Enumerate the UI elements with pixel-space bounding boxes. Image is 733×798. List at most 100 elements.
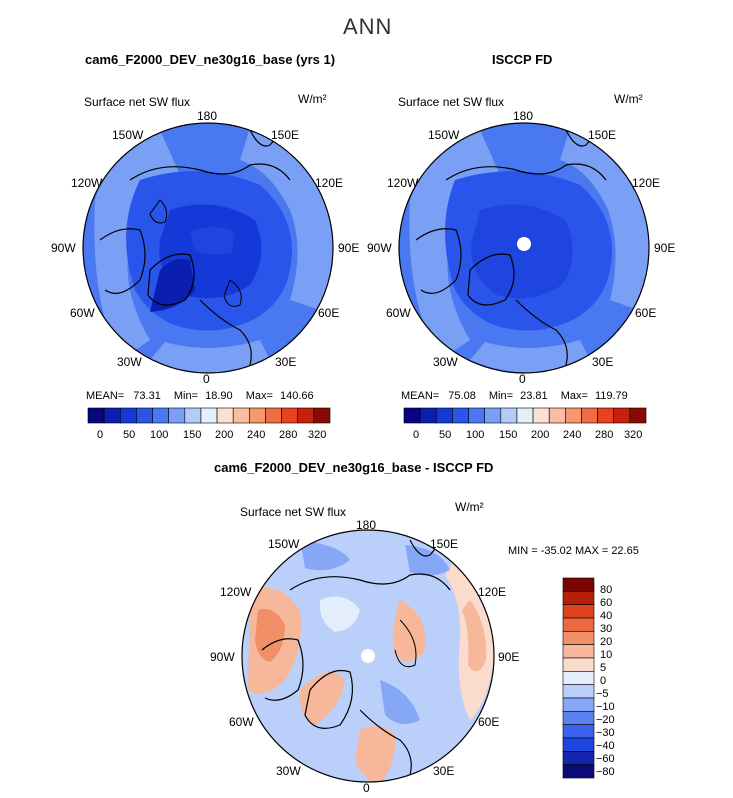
diff-cbar-tick: −80 (596, 766, 615, 778)
diff-cbar-tick: 5 (600, 662, 607, 674)
colorbar-swatch (297, 407, 315, 424)
cbar-tick: 280 (279, 429, 298, 441)
colorbar-swatch (168, 407, 186, 424)
variable-label-diff: Surface net SW flux (240, 505, 347, 519)
colorbar-swatch (562, 711, 595, 725)
lon-label-150e: 150E (588, 128, 617, 142)
stat-max-value: 119.79 (594, 390, 628, 402)
colorbar-swatch (562, 617, 595, 632)
lon-label-150e: 150E (271, 128, 300, 142)
variable-label-obs: Surface net SW flux (398, 95, 505, 109)
cbar-tick: 150 (499, 429, 518, 441)
lon-label-0: 0 (203, 372, 210, 386)
stats-obs: MEAN= 75.08 Min= 23.81 Max= 119.79 (401, 390, 628, 402)
stat-max-label: Max= (560, 390, 588, 402)
colorbar-swatch (562, 644, 595, 659)
colorbar-swatch (200, 407, 218, 424)
season-label: ANN (343, 14, 393, 39)
colorbar-swatch (152, 407, 169, 424)
diff-cbar-tick: 0 (600, 675, 607, 687)
colorbar-swatch (562, 657, 595, 672)
colorbar-swatch (562, 697, 595, 712)
colorbar-swatch (562, 751, 595, 765)
diff-cbar-tick: 30 (600, 623, 613, 635)
lon-label-120e: 120E (632, 176, 661, 190)
lon-label-150w: 150W (268, 537, 300, 551)
lon-label-90e: 90E (338, 241, 360, 255)
diff-cbar-tick: −40 (596, 740, 615, 752)
lon-label-0: 0 (519, 372, 526, 386)
panel-title-diff: cam6_F2000_DEV_ne30g16_base - ISCCP FD (214, 460, 494, 475)
cbar-tick: 150 (183, 429, 202, 441)
colorbar-swatch (565, 407, 582, 424)
colorbar-swatch (562, 764, 595, 779)
colorbar-swatch (103, 407, 121, 424)
lon-label-30e: 30E (433, 764, 455, 778)
panel-title-model: cam6_F2000_DEV_ne30g16_base (yrs 1) (85, 52, 336, 67)
lon-label-30e: 30E (275, 355, 297, 369)
colorbar-swatch (562, 684, 595, 699)
colorbar-swatch (562, 631, 595, 645)
colorbar-swatch (136, 407, 153, 424)
lon-label-60w: 60W (386, 306, 411, 320)
lon-label-60e: 60E (318, 306, 340, 320)
lon-label-150w: 150W (112, 128, 144, 142)
diff-cbar-tick: 10 (600, 649, 613, 661)
colorbar-swatch (581, 407, 598, 424)
lon-label-120w: 120W (71, 176, 103, 190)
cbar-tick: 240 (563, 429, 582, 441)
lon-label-180: 180 (513, 109, 534, 123)
diff-cbar-tick: −30 (596, 727, 615, 739)
units-label-model: W/m² (298, 92, 327, 106)
colorbar-swatch (313, 407, 331, 424)
colorbar-swatch (184, 407, 202, 424)
stat-min-value: 18.90 (205, 390, 233, 402)
colorbar-swatch (548, 407, 566, 424)
colorbar-obs (403, 407, 647, 424)
cbar-tick: 50 (439, 429, 452, 441)
polar-map-obs (398, 122, 650, 374)
lon-label-60e: 60E (478, 715, 500, 729)
cbar-tick: 240 (247, 429, 266, 441)
lon-label-30w: 30W (433, 355, 458, 369)
colorbar-swatch (119, 407, 137, 424)
lon-label-150e: 150E (430, 537, 459, 551)
colorbar-swatch (265, 407, 282, 424)
colorbar-swatch (484, 407, 502, 424)
diff-cbar-tick: −10 (596, 701, 615, 713)
stat-mean-value: 75.08 (448, 390, 476, 402)
diff-cbar-tick: −60 (596, 753, 615, 765)
stat-min-label: Min= (488, 390, 514, 402)
lon-label-120w: 120W (387, 176, 419, 190)
colorbar-swatch (249, 407, 266, 424)
colorbar-model (87, 407, 331, 424)
lon-label-90w: 90W (210, 650, 235, 664)
lon-label-180: 180 (356, 518, 377, 532)
stats-model: MEAN= 73.31 Min= 18.90 Max= 140.66 (86, 390, 314, 402)
polar-map-diff (241, 529, 495, 783)
lon-label-60e: 60E (635, 306, 657, 320)
colorbar-swatch (419, 407, 437, 424)
diff-cbar-tick: 40 (600, 610, 613, 622)
cbar-tick: 100 (150, 429, 169, 441)
lon-label-60w: 60W (70, 306, 95, 320)
colorbar-diff (562, 577, 595, 779)
colorbar-swatch (452, 407, 469, 424)
lon-label-150w: 150W (428, 128, 460, 142)
lon-label-120e: 120E (478, 585, 507, 599)
lon-label-90e: 90E (498, 650, 520, 664)
cbar-tick: 200 (531, 429, 550, 441)
lon-label-30w: 30W (276, 764, 301, 778)
lon-label-120w: 120W (220, 585, 252, 599)
cbar-tick: 280 (595, 429, 614, 441)
stat-max-label: Max= (245, 390, 273, 402)
lon-label-90w: 90W (51, 241, 76, 255)
colorbar-swatch (562, 591, 595, 605)
lon-label-60w: 60W (229, 715, 254, 729)
stat-mean-value: 73.31 (133, 390, 161, 402)
stat-mean-label: MEAN= (86, 390, 125, 402)
diff-cbar-tick: 60 (600, 597, 613, 609)
lon-label-120e: 120E (315, 176, 344, 190)
cbar-tick: 320 (308, 429, 327, 441)
lon-label-180: 180 (197, 109, 218, 123)
